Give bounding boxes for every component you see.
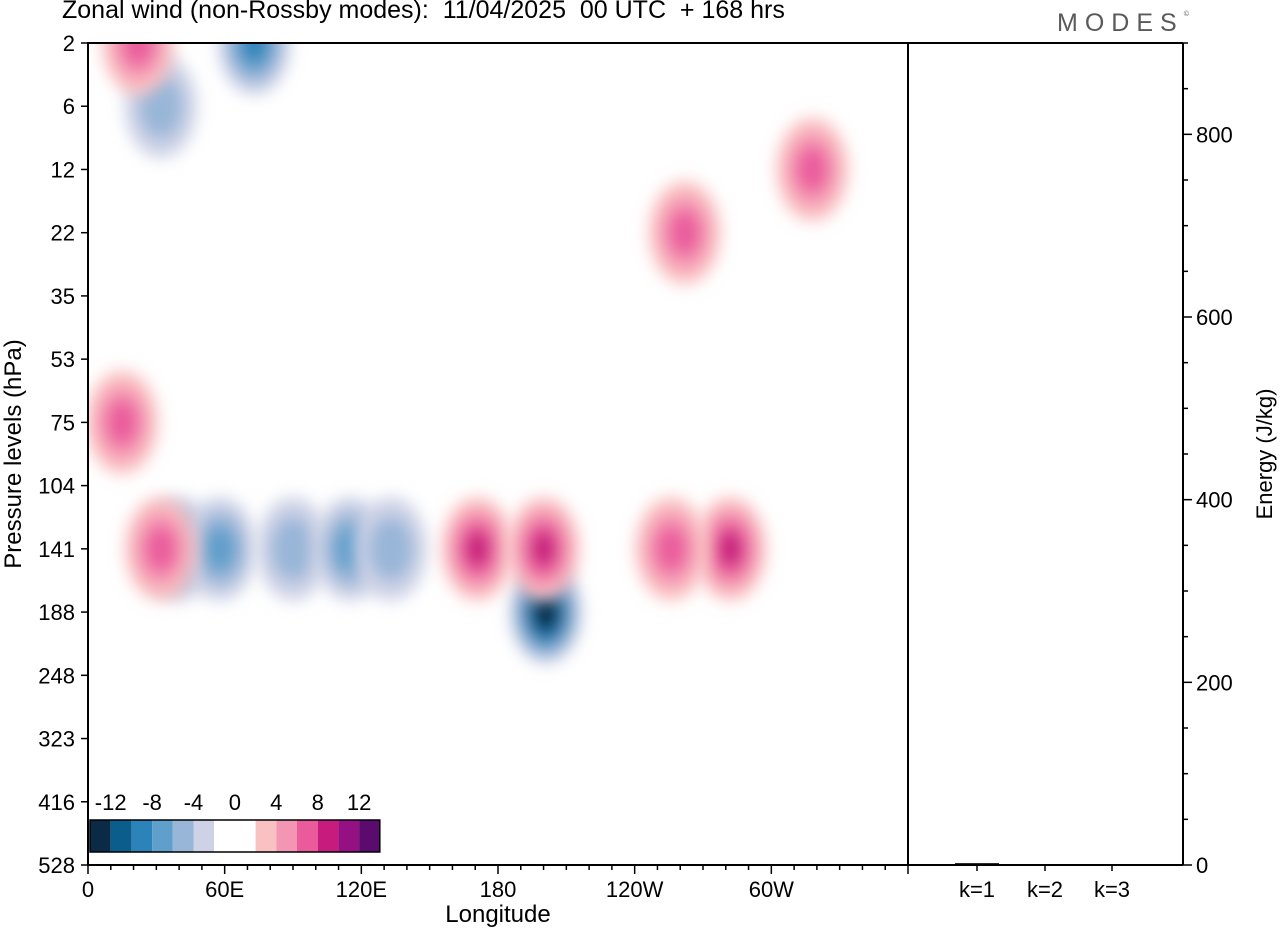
contour-level bbox=[144, 525, 177, 572]
westerly-blob bbox=[648, 180, 721, 285]
colorbar-label: 4 bbox=[270, 790, 282, 815]
colorbar-swatch bbox=[297, 820, 318, 852]
contour-level bbox=[531, 530, 557, 567]
colorbar-label: -4 bbox=[184, 790, 204, 815]
x-tick-label: 60W bbox=[749, 877, 794, 902]
chart-title: Zonal wind (non-Rossby modes): 11/04/202… bbox=[62, 0, 785, 24]
y-tick-label: 141 bbox=[38, 537, 75, 562]
easterly-blob bbox=[354, 496, 427, 601]
contour-level bbox=[717, 530, 743, 567]
x-tick-label: 120W bbox=[606, 877, 664, 902]
westerly-blob bbox=[124, 496, 197, 601]
longitude-axis: 0 60E 120E 180 120W 60W bbox=[82, 865, 909, 902]
brand-text: MODES bbox=[1057, 9, 1184, 37]
energy-tick-label: 200 bbox=[1196, 670, 1233, 695]
colorbar-swatch bbox=[234, 820, 256, 852]
contour-level bbox=[106, 399, 139, 446]
contour-level bbox=[241, 43, 267, 62]
y-tick-label: 104 bbox=[38, 474, 75, 499]
y-tick-label: 53 bbox=[51, 347, 75, 372]
x-tick-label: 120E bbox=[336, 877, 387, 902]
contour-level bbox=[796, 146, 829, 193]
y-tick-label: 12 bbox=[51, 157, 75, 182]
contour-level bbox=[122, 43, 155, 67]
contour-level bbox=[668, 209, 701, 256]
y-tick-label: 22 bbox=[51, 221, 75, 246]
y-tick-label: 323 bbox=[38, 727, 75, 752]
x-tick-label: 60E bbox=[205, 877, 244, 902]
energy-panel: 0 200 400 600 800 k=1 k=2 k=3 bbox=[955, 42, 1233, 902]
y-tick-label: 2 bbox=[63, 31, 75, 56]
wind-field bbox=[88, 43, 849, 665]
y-tick-label: 528 bbox=[38, 853, 75, 878]
colorbar-label: -8 bbox=[142, 790, 162, 815]
plot-frame bbox=[87, 42, 1184, 866]
energy-tick-label: 600 bbox=[1196, 305, 1233, 330]
easterly-blob bbox=[257, 496, 329, 601]
contour-level bbox=[538, 601, 554, 624]
colorbar-swatch bbox=[317, 820, 339, 852]
energy-category-label: k=2 bbox=[1027, 877, 1063, 902]
energy-bar bbox=[1023, 864, 1067, 866]
westerly-blob bbox=[102, 43, 175, 95]
contour-level bbox=[464, 530, 491, 567]
energy-category-label: k=1 bbox=[959, 877, 995, 902]
energy-bar bbox=[1090, 864, 1134, 866]
energy-bar bbox=[955, 863, 999, 865]
x-tick-label: 180 bbox=[480, 877, 517, 902]
colorbar-swatch bbox=[90, 820, 111, 852]
contour-level bbox=[655, 525, 688, 572]
pressure-axis: 2 6 12 22 35 53 75 104 141 188 248 323 416 528 bbox=[38, 31, 88, 878]
y-axis-label: Pressure levels (hPa) bbox=[0, 339, 27, 568]
contour-level bbox=[368, 516, 414, 581]
colorbar-swatch bbox=[276, 820, 297, 852]
colorbar-swatch bbox=[110, 820, 132, 852]
colorbar-border bbox=[89, 819, 381, 853]
colorbar-label: 8 bbox=[312, 790, 324, 815]
contour-level bbox=[270, 516, 316, 581]
westerly-blob bbox=[635, 496, 708, 601]
y-tick-label: 188 bbox=[38, 600, 75, 625]
energy-tick-label: 800 bbox=[1196, 122, 1233, 147]
energy-category-label: k=3 bbox=[1094, 877, 1130, 902]
colorbar-label: 0 bbox=[229, 790, 241, 815]
colorbar: -12 -8 -4 0 4 8 12 bbox=[89, 785, 381, 864]
easterly-blob bbox=[184, 496, 257, 601]
energy-axis-label: Energy (J/kg) bbox=[1252, 389, 1277, 520]
colorbar-swatch bbox=[152, 820, 173, 852]
colorbar-swatch bbox=[214, 820, 235, 852]
westerly-blob bbox=[776, 117, 849, 222]
colorbar-swatch bbox=[131, 820, 153, 852]
contour-level bbox=[204, 525, 237, 572]
modes-logo: MODES© bbox=[1057, 9, 1189, 38]
colorbar-swatch bbox=[255, 820, 277, 852]
y-tick-label: 6 bbox=[63, 94, 75, 119]
westerly-blob bbox=[441, 496, 514, 601]
x-tick-label: 0 bbox=[82, 877, 94, 902]
colorbar-swatch bbox=[172, 820, 194, 852]
y-tick-label: 248 bbox=[38, 663, 75, 688]
colorbar-swatch bbox=[193, 820, 215, 852]
westerly-blob bbox=[88, 370, 159, 475]
westerly-blob bbox=[507, 496, 580, 601]
energy-tick-label: 400 bbox=[1196, 488, 1233, 513]
y-tick-label: 75 bbox=[51, 410, 75, 435]
colorbar-label: -12 bbox=[95, 790, 127, 815]
copyright-mark: © bbox=[1183, 11, 1189, 18]
energy-tick-label: 0 bbox=[1196, 853, 1208, 878]
easterly-blob bbox=[218, 43, 291, 95]
colorbar-label: 12 bbox=[347, 790, 371, 815]
colorbar-swatch bbox=[338, 820, 360, 852]
colorbar-swatch bbox=[359, 820, 380, 852]
y-tick-label: 416 bbox=[38, 790, 75, 815]
y-tick-label: 35 bbox=[51, 284, 75, 309]
westerly-blob bbox=[694, 496, 767, 601]
x-axis-label: Longitude bbox=[445, 901, 550, 928]
